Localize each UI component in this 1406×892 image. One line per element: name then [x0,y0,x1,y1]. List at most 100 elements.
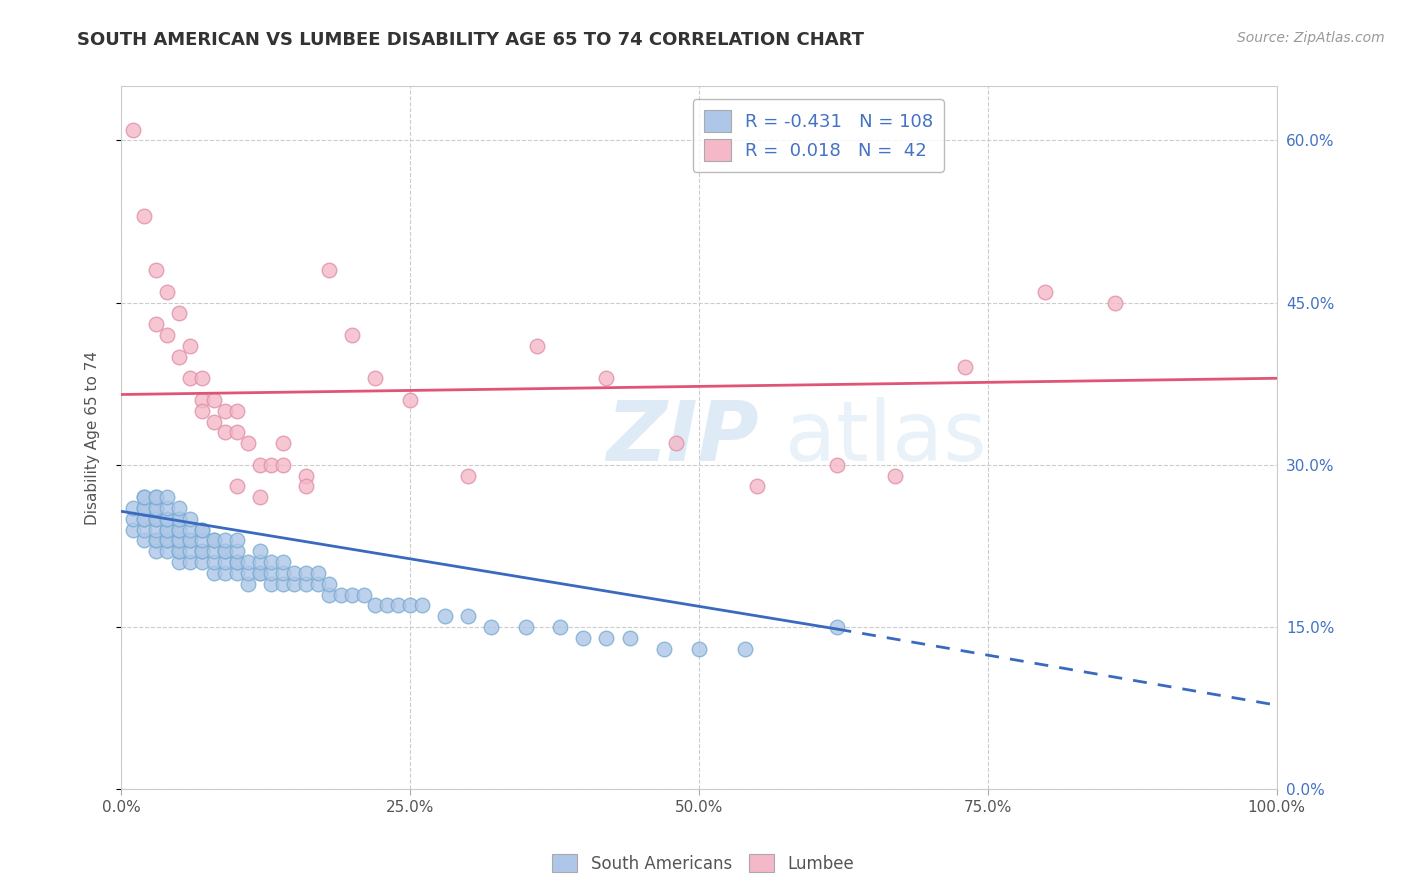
Point [167,533,190,548]
Point [238,566,260,580]
Point [295,576,318,591]
Point [202,533,225,548]
Point [156,523,179,537]
Point [214,566,236,580]
Point [307,566,329,580]
Legend: R = -0.431   N = 108, R =  0.018   N =  42: R = -0.431 N = 108, R = 0.018 N = 42 [693,99,943,172]
Point [145,533,167,548]
Point [295,566,318,580]
Point [387,599,409,613]
Point [745,479,768,493]
Point [156,512,179,526]
Point [283,566,305,580]
Point [167,523,190,537]
Point [134,490,156,504]
Point [214,533,236,548]
Point [156,533,179,548]
Text: atlas: atlas [786,397,987,478]
Point [134,523,156,537]
Point [134,501,156,516]
Point [191,555,214,569]
Point [145,490,167,504]
Point [342,328,364,343]
Point [134,512,156,526]
Point [433,609,456,624]
Point [283,576,305,591]
Point [548,620,571,634]
Point [156,533,179,548]
Point [225,555,247,569]
Text: Source: ZipAtlas.com: Source: ZipAtlas.com [1237,31,1385,45]
Point [238,576,260,591]
Point [167,544,190,558]
Point [145,523,167,537]
Point [179,533,201,548]
Point [191,544,214,558]
Point [399,392,422,407]
Point [202,544,225,558]
Point [827,458,849,472]
Point [271,555,294,569]
Point [271,576,294,591]
Point [167,533,190,548]
Point [295,479,318,493]
Point [734,641,756,656]
Point [307,576,329,591]
Point [134,533,156,548]
Point [145,263,167,277]
Point [329,588,352,602]
Point [619,631,641,645]
Point [191,392,214,407]
Point [572,631,595,645]
Point [167,555,190,569]
Point [191,533,214,548]
Point [271,458,294,472]
Point [260,555,283,569]
Point [249,490,271,504]
Point [191,371,214,385]
Point [191,544,214,558]
Point [225,566,247,580]
Point [179,544,201,558]
Point [156,328,179,343]
Point [156,285,179,299]
Point [249,566,271,580]
Point [179,371,201,385]
Point [375,599,398,613]
Point [134,209,156,223]
Point [156,501,179,516]
Point [225,479,247,493]
Point [191,523,214,537]
Point [260,458,283,472]
Point [214,555,236,569]
Point [652,641,675,656]
Point [295,468,318,483]
Point [145,317,167,331]
Point [167,512,190,526]
Point [202,533,225,548]
Point [134,490,156,504]
Point [364,371,387,385]
Text: SOUTH AMERICAN VS LUMBEE DISABILITY AGE 65 TO 74 CORRELATION CHART: SOUTH AMERICAN VS LUMBEE DISABILITY AGE … [77,31,865,49]
Point [884,468,907,483]
Point [214,403,236,417]
Y-axis label: Disability Age 65 to 74: Disability Age 65 to 74 [86,351,100,524]
Point [145,490,167,504]
Point [167,501,190,516]
Legend: South Americans, Lumbee: South Americans, Lumbee [546,847,860,880]
Point [238,436,260,450]
Point [249,555,271,569]
Point [1035,285,1057,299]
Point [156,544,179,558]
Point [134,512,156,526]
Point [399,599,422,613]
Point [665,436,688,450]
Point [318,576,340,591]
Point [479,620,502,634]
Point [179,555,201,569]
Point [364,599,387,613]
Point [191,403,214,417]
Point [249,458,271,472]
Point [167,350,190,364]
Point [225,544,247,558]
